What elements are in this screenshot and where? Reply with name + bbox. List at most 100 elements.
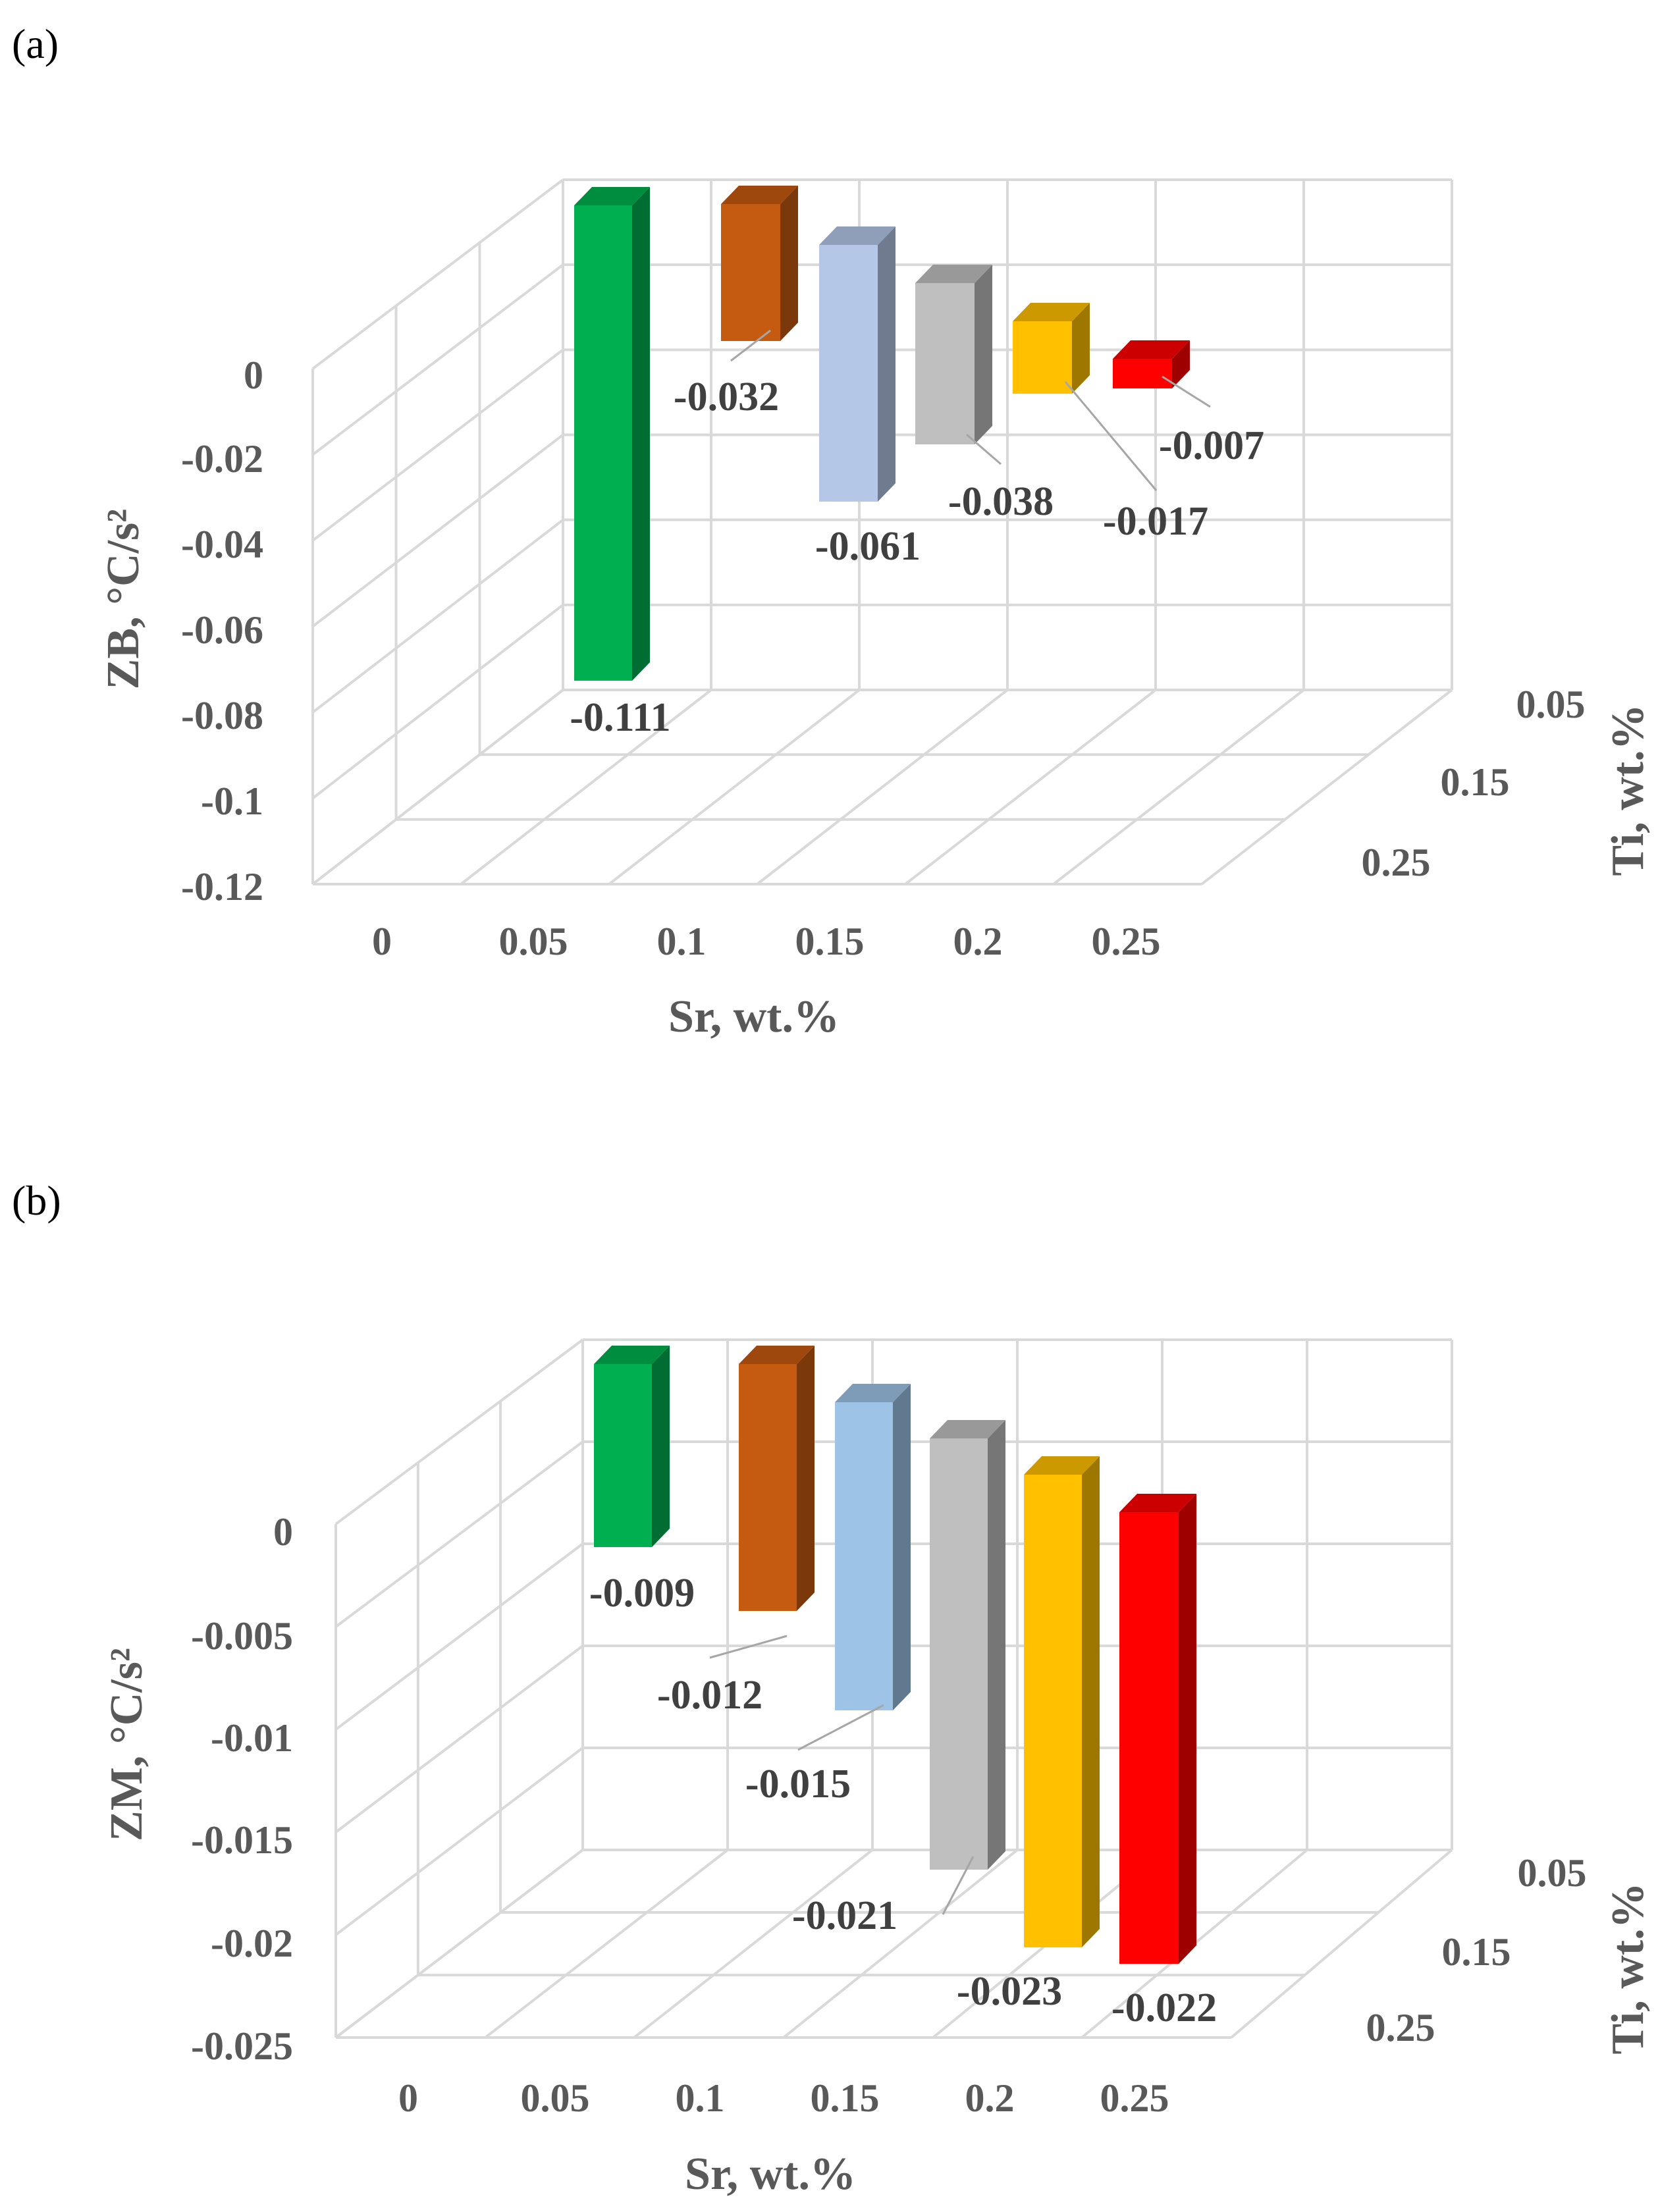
z-tick-label: 0.15 xyxy=(1441,760,1510,804)
bar xyxy=(835,1384,911,1710)
gridlines xyxy=(334,1338,1453,2039)
bar-side-face xyxy=(1172,340,1190,388)
z-axis-label: Ti, wt.% xyxy=(1603,1882,1653,2054)
bar-top-face xyxy=(930,1420,1005,1438)
data-label: -0.061 xyxy=(815,524,921,569)
bar-front-face xyxy=(835,1402,893,1710)
x-axis-label: Sr, wt.% xyxy=(685,2149,856,2199)
side-wall-gridline xyxy=(334,1645,584,1833)
floor-gridline xyxy=(608,689,861,885)
bar-side-face xyxy=(652,1346,670,1547)
side-wall-gridline xyxy=(334,1542,584,1731)
data-label: -0.022 xyxy=(1111,1986,1217,2030)
floor-gridline xyxy=(904,689,1157,885)
bar-side-face xyxy=(878,226,896,502)
bar xyxy=(594,1346,670,1547)
floor-gridline xyxy=(782,1849,1019,2039)
y-tick-label: 0 xyxy=(273,1510,293,1554)
bar-side-face xyxy=(632,187,650,681)
data-label: -0.015 xyxy=(745,1762,851,1806)
data-label: -0.111 xyxy=(570,695,670,740)
floor-gridline xyxy=(756,689,1009,885)
y-tick-label: -0.02 xyxy=(211,1922,293,1965)
x-tick-label: 0.2 xyxy=(965,2076,1015,2120)
bar-front-face xyxy=(574,205,632,681)
y-tick-label: -0.01 xyxy=(211,1716,293,1760)
data-label-leader xyxy=(942,1856,975,1915)
bar-top-face xyxy=(1024,1456,1100,1475)
bar-top-face xyxy=(721,186,798,204)
bar-side-face xyxy=(1179,1494,1196,1964)
y-tick-label: -0.1 xyxy=(201,779,263,823)
data-label-leader xyxy=(730,329,771,362)
data-label-leader xyxy=(709,1635,788,1659)
floor-gridline xyxy=(1230,1849,1453,2039)
bar-side-face xyxy=(797,1346,815,1611)
panel-a: (a) 0 -0.02 -0.04 -0.06 -0.08 -0.1 -0.12 ZB, °C/… xyxy=(12,20,1653,1042)
data-label: -0.009 xyxy=(589,1571,695,1616)
x-tick-label: 0.15 xyxy=(795,920,865,963)
z-tick-label: 0.25 xyxy=(1362,841,1431,884)
data-label-leader xyxy=(797,1704,884,1751)
z-tick-label: 0.05 xyxy=(1518,1851,1587,1895)
side-wall-gridline xyxy=(311,178,564,370)
z-tick-label: 0.05 xyxy=(1516,683,1586,726)
y-tick-label: -0.02 xyxy=(181,437,263,481)
side-wall-gridline xyxy=(311,519,564,714)
data-label-leader xyxy=(966,433,1002,465)
bar-top-face xyxy=(594,1346,670,1364)
x-tick-label: 0.1 xyxy=(657,920,707,963)
bar-side-face xyxy=(893,1384,911,1710)
bar-side-face xyxy=(988,1420,1005,1870)
floor-gridline xyxy=(460,689,712,885)
data-label: -0.017 xyxy=(1103,499,1208,544)
floor-gridline xyxy=(484,1849,729,2039)
x-tick-label: 0.1 xyxy=(676,2076,725,2120)
bar-front-face xyxy=(1119,1512,1179,1964)
z-axis-label: Ti, wt.% xyxy=(1603,704,1653,876)
y-tick-label: 0 xyxy=(244,354,263,397)
bar xyxy=(1113,340,1190,388)
bar-side-face xyxy=(780,186,798,341)
data-label: -0.007 xyxy=(1159,423,1264,468)
floor-gridline xyxy=(311,689,564,885)
data-label: -0.021 xyxy=(792,1893,897,1938)
x-tick-label: 0.05 xyxy=(521,2076,590,2120)
bars: -0.009 -0.012 -0.015 -0.021 -0.023 -0.022 xyxy=(589,1346,1217,2030)
panel-b: (b) 0 -0.005 -0.01 -0.015 -0.02 -0.025 ZM, °C/s… xyxy=(12,1177,1653,2199)
bar-top-face xyxy=(835,1384,911,1402)
bar xyxy=(1024,1456,1100,1947)
data-label-leader xyxy=(1064,381,1158,491)
floor-gridline xyxy=(633,1849,874,2039)
floor-gridline xyxy=(334,1849,584,2039)
z-tick-label: 0.15 xyxy=(1442,1930,1511,1974)
bar-front-face xyxy=(739,1364,797,1611)
bar-side-face xyxy=(975,265,992,444)
panel-label: (a) xyxy=(12,20,59,67)
side-wall-gridline xyxy=(311,348,564,542)
bar-front-face xyxy=(594,1364,652,1547)
bar xyxy=(739,1346,815,1611)
x-tick-label: 0.2 xyxy=(953,920,1003,963)
bar-front-face xyxy=(1024,1475,1082,1947)
x-tick-label: 0.05 xyxy=(499,920,568,963)
bar-side-face xyxy=(1082,1456,1100,1947)
y-tick-label: -0.06 xyxy=(181,608,263,652)
y-axis-label: ZM, °C/s² xyxy=(101,1648,152,1841)
bar-side-face xyxy=(1072,303,1090,394)
floor-gridline xyxy=(1052,689,1305,885)
bar-front-face xyxy=(819,245,878,502)
side-wall-gridline xyxy=(334,1338,584,1525)
side-wall-gridline xyxy=(334,1440,584,1628)
bar-front-face xyxy=(721,204,780,341)
bar xyxy=(1013,303,1090,394)
bar-top-face xyxy=(1113,340,1190,359)
bar-top-face xyxy=(1119,1494,1196,1512)
bar-top-face xyxy=(739,1346,815,1364)
gridlines xyxy=(311,178,1453,885)
x-tick-label: 0.25 xyxy=(1092,920,1161,963)
x-tick-label: 0 xyxy=(398,2076,418,2120)
x-tick-label: 0 xyxy=(372,920,392,963)
x-tick-label: 0.25 xyxy=(1100,2076,1169,2120)
